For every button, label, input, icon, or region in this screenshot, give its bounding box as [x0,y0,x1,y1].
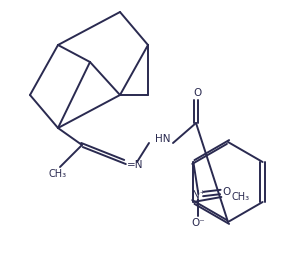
Text: CH₃: CH₃ [49,169,67,179]
Text: O: O [194,88,202,98]
Text: HN: HN [155,134,171,144]
Text: O: O [222,187,231,197]
Text: N⁺: N⁺ [192,190,205,200]
Text: =N: =N [127,160,144,170]
Text: O⁻: O⁻ [191,218,205,228]
Text: CH₃: CH₃ [231,192,249,202]
